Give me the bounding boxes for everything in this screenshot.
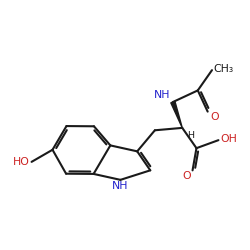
- Text: O: O: [210, 112, 219, 122]
- Text: OH: OH: [220, 134, 237, 144]
- Text: NH: NH: [154, 90, 170, 100]
- Text: O: O: [182, 171, 191, 181]
- Text: CH₃: CH₃: [214, 64, 234, 74]
- Text: H: H: [187, 130, 194, 140]
- Polygon shape: [171, 101, 182, 128]
- Text: HO: HO: [13, 157, 30, 167]
- Text: NH: NH: [112, 181, 129, 191]
